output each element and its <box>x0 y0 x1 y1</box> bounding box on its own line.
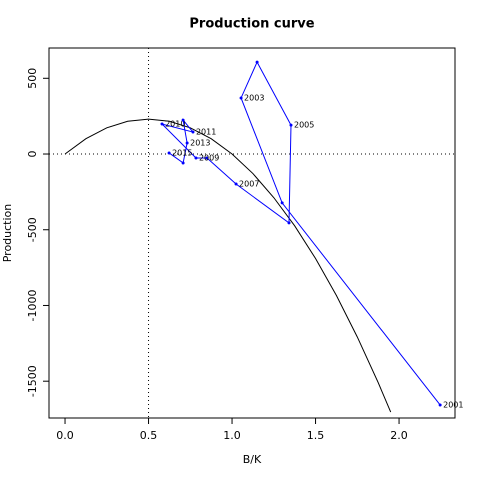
y-tick-label: -1000 <box>26 289 39 321</box>
series-line <box>160 60 441 406</box>
point-label: 2010 <box>165 120 185 129</box>
series-line <box>64 118 392 413</box>
data-point <box>194 156 198 160</box>
data-point <box>289 123 293 127</box>
x-tick-label: 0.0 <box>56 429 74 442</box>
data-point <box>287 221 291 225</box>
x-axis-label: B/K <box>243 453 262 466</box>
chart-title: Production curve <box>189 17 314 32</box>
data-point <box>160 122 164 126</box>
data-point <box>239 96 243 100</box>
y-tick-label: -1500 <box>26 365 39 397</box>
plot-frame <box>48 47 456 419</box>
y-tick-label: 0 <box>26 151 39 158</box>
point-label: 2011 <box>196 128 216 137</box>
x-tick-label: 1.0 <box>223 429 241 442</box>
data-point <box>280 201 284 205</box>
point-label: 2009 <box>199 153 219 162</box>
y-axis-label: Production <box>1 204 14 263</box>
data-point <box>191 130 195 134</box>
point-label: 2013 <box>190 138 210 147</box>
data-point <box>185 141 189 145</box>
y-tick-label: -500 <box>26 217 39 242</box>
data-point <box>181 161 185 165</box>
x-tick-label: 1.5 <box>307 429 325 442</box>
data-point <box>234 182 238 186</box>
data-point <box>255 60 259 64</box>
point-label: 2005 <box>294 121 314 130</box>
data-point <box>438 403 442 407</box>
x-tick-label: 0.5 <box>140 429 158 442</box>
point-label: 2003 <box>244 93 264 102</box>
x-tick-label: 2.0 <box>390 429 408 442</box>
point-label: 2001 <box>443 400 463 409</box>
data-point <box>167 151 171 155</box>
data-point <box>181 118 185 122</box>
point-label: 2015 <box>172 148 192 157</box>
y-tick-label: 500 <box>26 68 39 89</box>
data-point <box>205 156 209 160</box>
point-label: 2007 <box>239 180 259 189</box>
